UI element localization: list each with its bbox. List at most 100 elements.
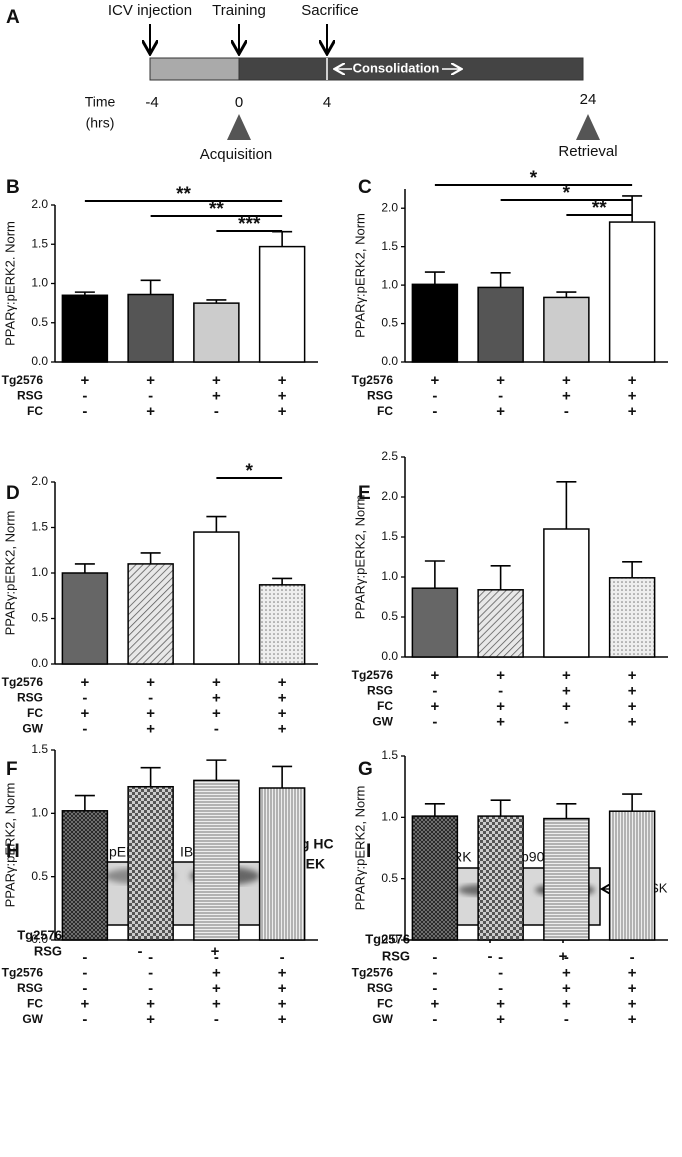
condition-mark: + xyxy=(430,372,439,389)
condition-mark: + xyxy=(496,1011,505,1028)
condition-mark: + xyxy=(278,674,287,691)
bar xyxy=(258,787,306,941)
condition-label: RSG xyxy=(17,691,43,705)
phase-marker xyxy=(227,114,251,140)
condition-mark: + xyxy=(430,667,439,684)
bar xyxy=(127,293,174,363)
bar xyxy=(477,286,524,363)
condition-mark: - xyxy=(432,387,437,404)
condition-mark: - xyxy=(82,980,87,997)
y-tick-label: 1.0 xyxy=(381,810,398,824)
condition-mark: + xyxy=(562,964,571,981)
tick-label: 4 xyxy=(323,94,331,111)
axis-label: Time xyxy=(85,94,116,110)
condition-mark: - xyxy=(564,713,569,730)
y-tick-label: 1.5 xyxy=(31,236,48,250)
bar xyxy=(477,815,524,941)
condition-mark: + xyxy=(80,372,89,389)
y-axis-label: PPARγ:pERK2, Norm xyxy=(352,495,367,620)
condition-mark: + xyxy=(430,995,439,1012)
bar xyxy=(608,810,656,941)
bar xyxy=(193,302,240,363)
condition-mark: + xyxy=(562,682,571,699)
tick-label: 24 xyxy=(580,91,597,108)
panel-label: I xyxy=(366,841,371,862)
panel-label: B xyxy=(6,177,20,198)
event-label: ICV injection xyxy=(108,2,192,19)
y-tick-label: 0.0 xyxy=(31,656,48,670)
panel-label: C xyxy=(358,177,372,198)
condition-mark: - xyxy=(214,1011,219,1028)
condition-mark: - xyxy=(148,949,153,966)
condition-mark: + xyxy=(212,980,221,997)
y-tick-label: 0.5 xyxy=(31,869,48,883)
condition-mark: - xyxy=(630,949,635,966)
significance-label: * xyxy=(530,168,538,189)
condition-mark: - xyxy=(488,948,493,965)
y-tick-label: 0.0 xyxy=(381,932,398,946)
period-label: Consolidation xyxy=(353,60,440,75)
condition-mark: - xyxy=(432,964,437,981)
condition-mark: + xyxy=(146,674,155,691)
condition-mark: - xyxy=(432,682,437,699)
chart: D PPARγ:pERK2, Norm 0.0 0.5 1.0 1.5 2.0 * Tg2576… xyxy=(2,461,318,737)
y-tick-label: 2.0 xyxy=(31,197,48,211)
condition-label: RSG xyxy=(367,981,393,995)
condition-mark: - xyxy=(148,689,153,706)
condition-mark: - xyxy=(148,980,153,997)
condition-mark: + xyxy=(628,964,637,981)
bar xyxy=(127,785,174,941)
condition-mark: + xyxy=(496,667,505,684)
event-label: Sacrifice xyxy=(301,2,359,19)
condition-mark: + xyxy=(211,943,220,960)
condition-mark: - xyxy=(82,720,87,737)
bar xyxy=(608,221,656,363)
condition-mark: - xyxy=(82,403,87,420)
condition-label: Tg2576 xyxy=(2,966,44,980)
condition-mark: - xyxy=(82,949,87,966)
bar xyxy=(543,528,590,658)
condition-label: Tg2576 xyxy=(17,927,62,942)
condition-label: FC xyxy=(27,997,43,1011)
significance-label: ** xyxy=(176,184,191,205)
condition-mark: - xyxy=(498,964,503,981)
y-tick-label: 1.0 xyxy=(31,565,48,579)
condition-mark: + xyxy=(212,964,221,981)
bar xyxy=(61,810,109,941)
condition-label: GW xyxy=(372,715,393,729)
condition-mark: - xyxy=(564,403,569,420)
y-tick-label: 2.5 xyxy=(381,449,398,463)
condition-mark: + xyxy=(278,964,287,981)
condition-mark: - xyxy=(432,713,437,730)
condition-mark: + xyxy=(278,403,287,420)
panel-label: G xyxy=(358,759,373,780)
y-tick-label: 1.5 xyxy=(381,239,398,253)
condition-label: Tg2576 xyxy=(352,966,394,980)
y-axis-label: PPARγ:pERK2. Norm xyxy=(2,221,17,346)
condition-mark: - xyxy=(564,949,569,966)
condition-label: FC xyxy=(377,997,393,1011)
condition-label: FC xyxy=(27,404,43,418)
condition-mark: + xyxy=(430,698,439,715)
bar xyxy=(193,779,240,941)
y-tick-label: 0.5 xyxy=(381,609,398,623)
condition-mark: - xyxy=(498,387,503,404)
tick-label: -4 xyxy=(145,94,158,111)
bar xyxy=(127,563,174,665)
bar xyxy=(543,817,590,941)
condition-label: Tg2576 xyxy=(352,373,394,387)
condition-mark: + xyxy=(562,387,571,404)
condition-label: Tg2576 xyxy=(352,668,394,682)
condition-mark: + xyxy=(496,698,505,715)
condition-mark: + xyxy=(80,705,89,722)
y-tick-label: 1.0 xyxy=(381,569,398,583)
phase-marker xyxy=(576,114,600,140)
bar xyxy=(411,815,459,941)
condition-mark: + xyxy=(278,372,287,389)
timeline-bar xyxy=(149,57,240,81)
condition-mark: - xyxy=(82,689,87,706)
